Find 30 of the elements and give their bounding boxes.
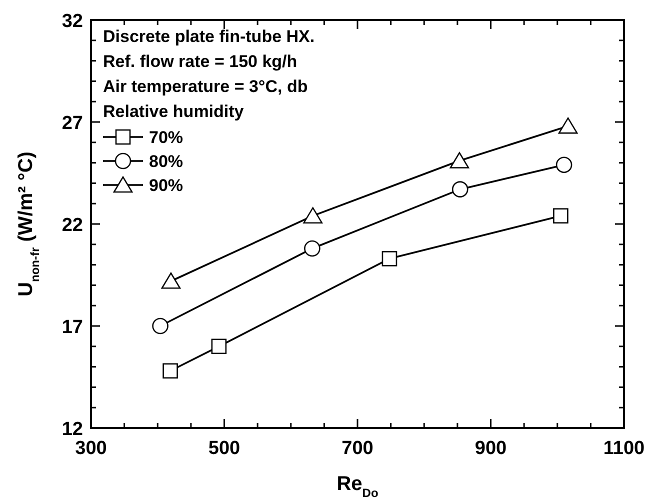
y-tick-label: 22 (62, 215, 83, 236)
annotation: Ref. flow rate = 150 kg/h (103, 52, 298, 71)
point (450, 152, 470, 168)
point (452, 181, 468, 198)
point (211, 338, 227, 354)
point (152, 318, 168, 334)
point (304, 240, 320, 257)
y-tick-label: 17 (62, 317, 83, 338)
y-tick-label: 32 (62, 11, 83, 32)
x-tick-label: 1100 (603, 438, 645, 459)
legend-label: 90% (149, 176, 184, 195)
point (553, 208, 568, 224)
legend-label: 80% (149, 152, 184, 171)
x-tick-label: 500 (208, 438, 240, 459)
point (162, 363, 178, 379)
x-tick-label: 300 (75, 438, 107, 459)
annotation: Air temperature = 3°C, db (103, 77, 308, 96)
x-tick-label: 700 (342, 438, 374, 459)
point (303, 207, 323, 224)
annotation: Discrete plate fin-tube HX. (103, 27, 315, 46)
point (382, 251, 398, 266)
point (556, 156, 572, 173)
point (161, 272, 181, 289)
legend-title: Relative humidity (103, 102, 244, 121)
x-axis-title: Re$_{Do}$ (336, 473, 378, 500)
y-tick-label: 12 (62, 419, 83, 440)
x-tick-label: 900 (474, 438, 507, 459)
point (558, 117, 578, 134)
legend-label: 70% (149, 128, 184, 147)
y-tick-label: 27 (62, 113, 83, 134)
